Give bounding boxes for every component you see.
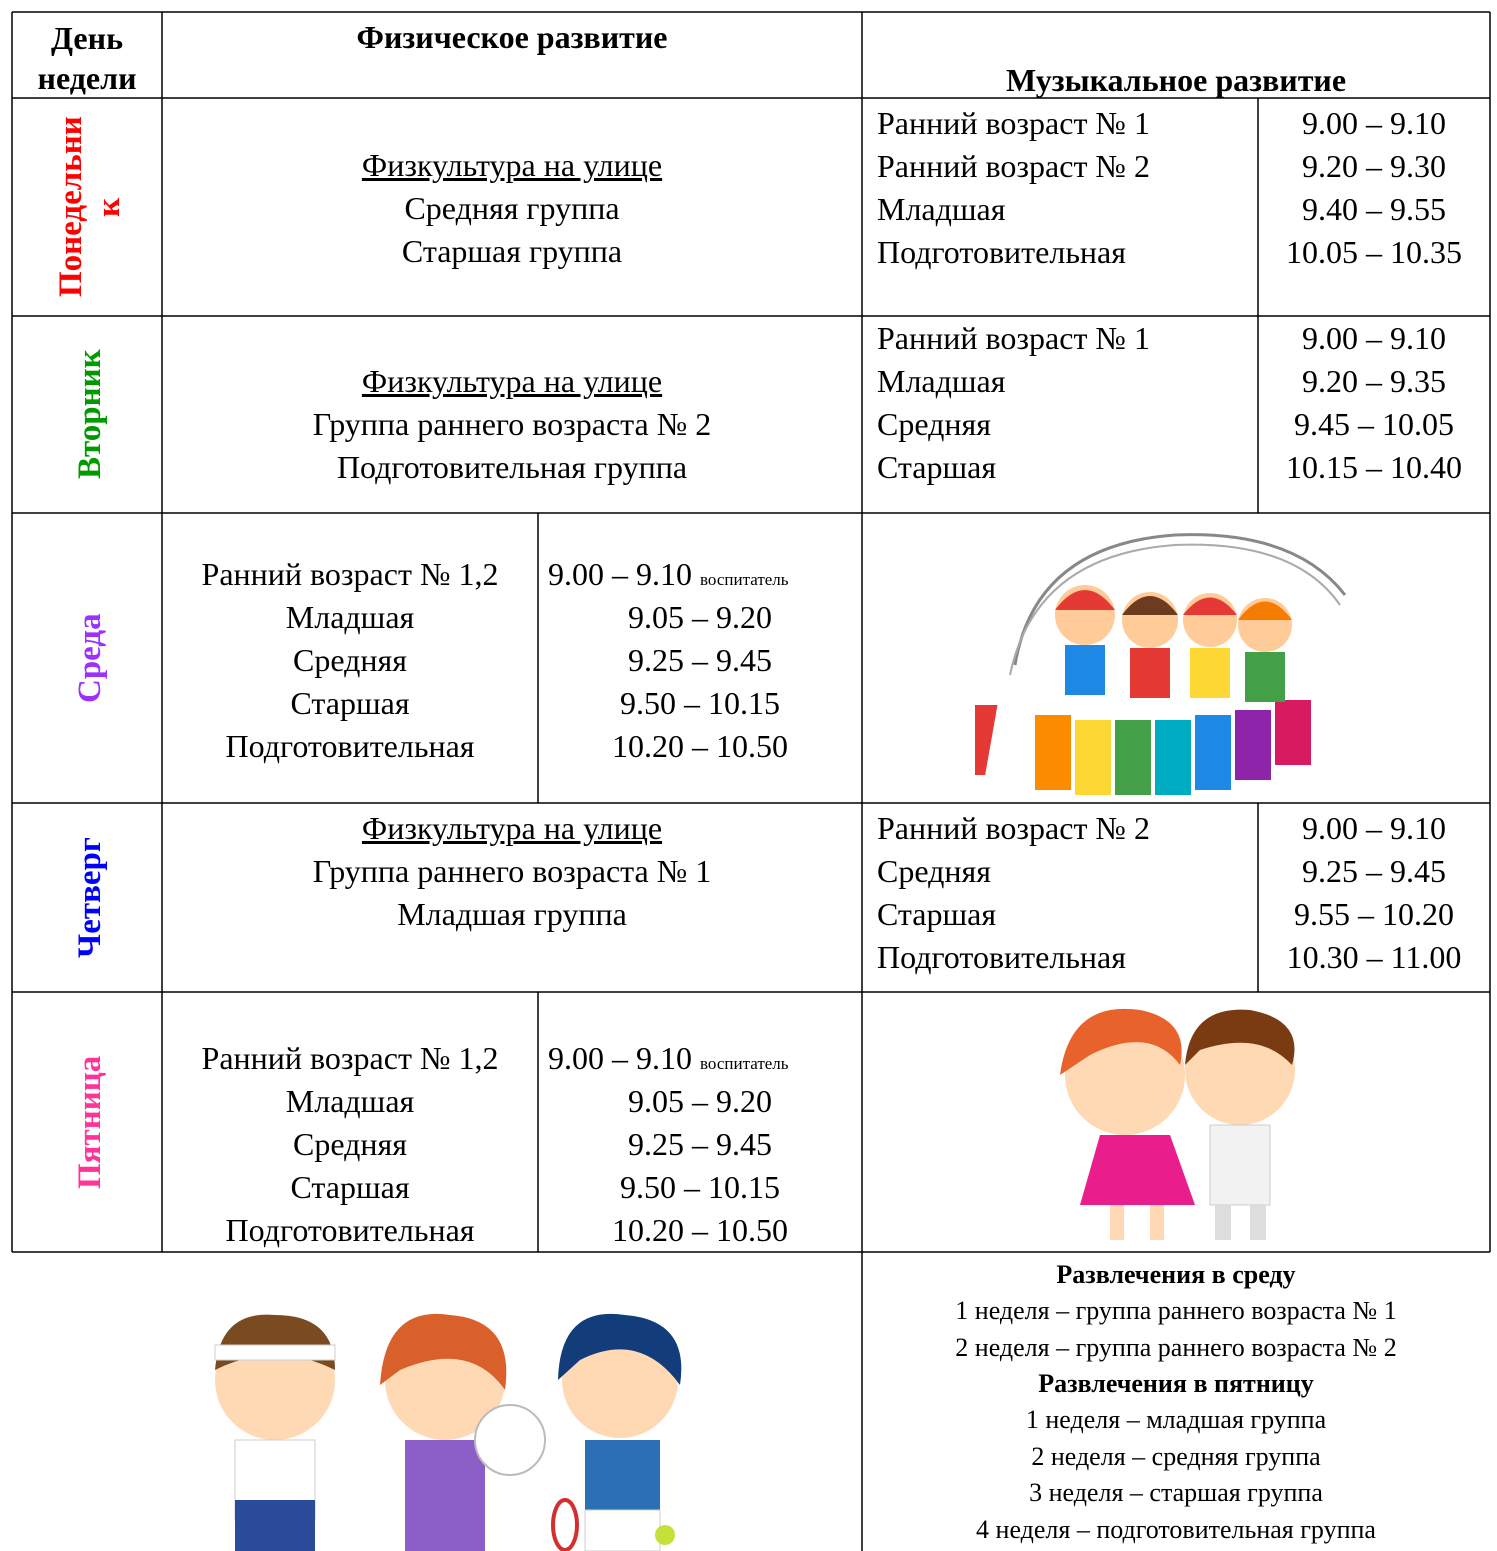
music-illustration <box>975 533 1347 795</box>
physical-group: Младшая группа <box>397 896 627 932</box>
physical-time: 10.20 – 10.50 <box>612 728 788 764</box>
music-group: Ранний возраст № 2 <box>877 148 1150 184</box>
physical-time-cell: 9.25 – 9.45 <box>538 640 862 680</box>
entertainment-item: 3 неделя – старшая группа <box>1029 1478 1323 1507</box>
physical-time: 9.25 – 9.45 <box>628 642 772 678</box>
physical-time: 9.50 – 10.15 <box>620 1169 780 1205</box>
music-group: Ранний возраст № 1 <box>877 105 1150 141</box>
music-group: Подготовительная <box>877 939 1126 975</box>
physical-group: Подготовительная <box>225 728 475 764</box>
entertainment-item: 2 неделя – средняя группа <box>1031 1441 1321 1471</box>
time-note: воспитатель <box>700 1054 789 1073</box>
music-time: 9.45 – 10.05 <box>1294 406 1454 442</box>
physical-group: Группа раннего возраста № 2 <box>312 406 712 442</box>
physical-group: Ранний возраст № 1,2 <box>201 556 499 592</box>
physical-time: 9.05 – 9.20 <box>628 1083 772 1119</box>
physical-time: 9.00 – 9.10 <box>548 1040 692 1076</box>
music-time: 9.55 – 10.20 <box>1294 896 1454 932</box>
music-group: Ранний возраст № 2 <box>877 810 1150 846</box>
physical-group: Старшая <box>290 685 410 721</box>
music-time: 10.30 – 11.00 <box>1286 939 1462 975</box>
music-group: Старшая <box>877 449 997 485</box>
physical-time-cell: 10.20 – 10.50 <box>538 726 862 766</box>
entertainment-item: 1 неделя – младшая группа <box>1025 1405 1327 1434</box>
day-name: Четверг <box>62 813 118 982</box>
physical-group: Подготовительная группа <box>336 449 688 485</box>
physical-group: Старшая группа <box>401 233 623 269</box>
day-name: Пятница <box>62 1002 118 1242</box>
physical-time-cell: 9.50 – 10.15 <box>538 683 862 723</box>
physical-time-cell: 10.20 – 10.50 <box>538 1210 862 1250</box>
day-name: Среда <box>62 523 118 793</box>
physical-time-cell: 9.50 – 10.15 <box>538 1167 862 1207</box>
entertainment-item: 1 неделя – группа раннего возраста № 1 <box>955 1296 1397 1325</box>
physical-group: Младшая <box>285 1083 415 1119</box>
music-time: 10.05 – 10.35 <box>1286 234 1462 270</box>
music-header: Музыкальное развитие <box>1005 62 1347 98</box>
day-name-text: Четверг <box>72 837 108 958</box>
physical-group: Группа раннего возраста № 1 <box>312 853 712 889</box>
physical-time: 9.50 – 10.15 <box>620 685 780 721</box>
music-time: 9.00 – 9.10 <box>1302 320 1446 356</box>
physical-group: Подготовительная <box>225 1212 475 1248</box>
physical-time-cell: 9.00 – 9.10 воспитатель <box>548 1038 789 1084</box>
music-group: Младшая <box>877 191 1006 227</box>
music-time: 9.20 – 9.35 <box>1302 363 1446 399</box>
physical-group: Ранний возраст № 1,2 <box>201 1040 499 1076</box>
physical-group: Младшая <box>285 599 415 635</box>
day-header: День недели <box>37 20 137 96</box>
physical-group: Средняя <box>293 642 407 678</box>
physical-time: 9.00 – 9.10 <box>548 556 692 592</box>
entertainment-item: 4 неделя – подготовительная группа <box>976 1514 1376 1544</box>
music-group: Ранний возраст № 1 <box>877 320 1150 356</box>
day-name-text: Вторник <box>72 349 108 480</box>
time-note: воспитатель <box>700 570 789 589</box>
physical-title: Физкультура на улице <box>361 810 663 846</box>
physical-title: Физкультура на улице <box>361 363 663 399</box>
entertainment-item: 2 неделя – группа раннего возраста № 2 <box>955 1332 1397 1362</box>
music-group: Младшая <box>877 363 1006 399</box>
music-time: 9.00 – 9.10 <box>1302 105 1446 141</box>
day-name-text: Понедельник <box>53 116 127 298</box>
music-time: 9.40 – 9.55 <box>1302 191 1446 227</box>
music-group: Средняя <box>877 853 991 889</box>
physical-time: 9.05 – 9.20 <box>628 599 772 635</box>
physical-time: 10.20 – 10.50 <box>612 1212 788 1248</box>
music-group: Средняя <box>877 406 991 442</box>
dancing-kids-illustration <box>1060 1008 1295 1240</box>
music-group: Старшая <box>877 896 997 932</box>
music-time: 9.25 – 9.45 <box>1302 853 1446 889</box>
physical-time-cell: 9.25 – 9.45 <box>538 1124 862 1164</box>
physical-time-cell: 9.00 – 9.10 воспитатель <box>548 554 789 600</box>
music-time: 9.20 – 9.30 <box>1302 148 1446 184</box>
physical-time: 9.25 – 9.45 <box>628 1126 772 1162</box>
sport-kids-illustration <box>214 1313 682 1551</box>
music-group: Подготовительная <box>877 234 1126 270</box>
entertainment-title: Развлечения в среду <box>1056 1260 1296 1289</box>
physical-group: Средняя группа <box>404 190 620 226</box>
physical-title: Физкультура на улице <box>361 147 663 183</box>
physical-group: Старшая <box>290 1169 410 1205</box>
music-time: 10.15 – 10.40 <box>1286 449 1462 485</box>
physical-group: Средняя <box>293 1126 407 1162</box>
music-time: 9.00 – 9.10 <box>1302 810 1446 846</box>
physical-header: Физическое развитие <box>356 19 668 55</box>
physical-time-cell: 9.05 – 9.20 <box>538 1081 862 1121</box>
physical-time-cell: 9.05 – 9.20 <box>538 597 862 637</box>
entertainment-title: Развлечения в пятницу <box>1038 1369 1314 1398</box>
day-name-text: Пятница <box>72 1055 108 1189</box>
day-name: Вторник <box>62 326 118 503</box>
day-name-text: Среда <box>72 613 108 703</box>
day-name: Понедельник <box>53 108 127 306</box>
